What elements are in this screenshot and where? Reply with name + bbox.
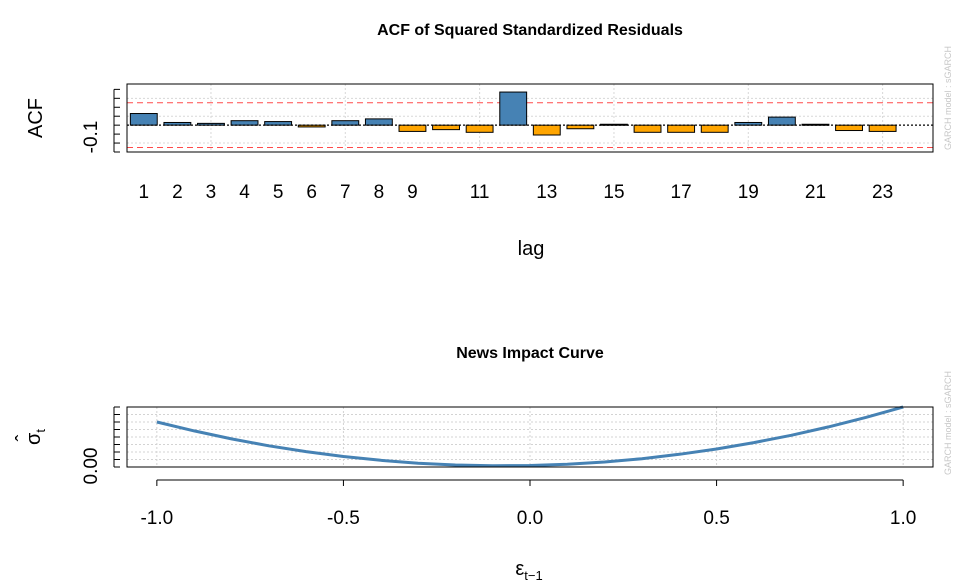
svg-text:σt: σt xyxy=(23,429,48,445)
nic-y-axis-label-hat: ˆ xyxy=(13,434,35,441)
acf-x-tick-label: 13 xyxy=(536,182,557,203)
nic-x-tick-labels: -1.0 -0.5 0.0 0.5 1.0 xyxy=(140,508,916,529)
acf-bar xyxy=(432,124,460,131)
acf-x-axis-label: lag xyxy=(518,238,545,260)
watermark-bottom: GARCH model : sGARCH xyxy=(943,371,953,475)
nic-y-axis-label-sub: t xyxy=(33,429,48,433)
acf-x-tick-label: 19 xyxy=(738,182,759,203)
acf-plot-frame xyxy=(126,83,934,153)
nic-y-axis xyxy=(113,406,120,468)
acf-bars xyxy=(127,91,933,136)
nic-x-tick-label: 0.0 xyxy=(517,508,543,529)
acf-bar xyxy=(364,118,393,126)
acf-bar xyxy=(532,124,561,136)
acf-x-tick-label: 3 xyxy=(206,182,217,203)
acf-x-tick-label: 11 xyxy=(470,182,490,203)
nic-plot-frame xyxy=(126,406,934,468)
nic-x-axis-label: εt−1 xyxy=(515,558,542,582)
acf-bar xyxy=(129,113,158,126)
acf-confidence-bounds xyxy=(127,102,933,149)
watermark-top: GARCH model : sGARCH xyxy=(943,46,953,150)
acf-x-tick-label: 8 xyxy=(374,182,385,203)
acf-x-tick-label: 15 xyxy=(603,182,624,203)
acf-bar xyxy=(700,124,729,133)
acf-x-tick-labels: 1 2 3 4 5 6 7 8 9 11 13 15 17 19 21 23 xyxy=(139,182,894,203)
acf-grid xyxy=(127,84,933,152)
nic-x-axis-label-sub: t−1 xyxy=(524,568,542,582)
nic-curve xyxy=(156,405,904,468)
acf-y-tick-label: -0.1 xyxy=(81,121,102,154)
acf-bar xyxy=(197,122,225,126)
acf-bar xyxy=(230,120,259,126)
acf-bar xyxy=(499,91,528,126)
acf-bar xyxy=(667,124,696,133)
nic-x-tick-label: 1.0 xyxy=(890,508,916,529)
acf-x-tick-label: 1 xyxy=(139,182,150,203)
nic-y-axis-label: σt ˆ xyxy=(13,429,48,445)
acf-bar xyxy=(398,124,427,132)
acf-x-tick-label: 5 xyxy=(273,182,284,203)
nic-x-tick-label: 0.5 xyxy=(703,508,729,529)
acf-x-tick-label: 9 xyxy=(407,182,418,203)
acf-x-tick-label: 4 xyxy=(239,182,250,203)
acf-bar xyxy=(163,121,192,126)
acf-x-tick-label: 23 xyxy=(872,182,893,203)
nic-x-tick-label: -1.0 xyxy=(140,508,173,529)
nic-x-axis xyxy=(156,479,904,486)
nic-title: News Impact Curve xyxy=(456,345,604,362)
acf-x-tick-label: 21 xyxy=(805,182,826,203)
acf-bar xyxy=(767,116,796,126)
acf-x-tick-label: 2 xyxy=(172,182,183,203)
acf-bar xyxy=(633,124,662,133)
acf-y-axis xyxy=(113,88,120,153)
acf-panel: ACF of Squared Standardized Residuals -0… xyxy=(25,22,934,260)
acf-bar xyxy=(264,121,293,126)
acf-x-tick-label: 17 xyxy=(671,182,692,203)
nic-panel: News Impact Curve 0.00 σt ˆ -1.0 -0.5 0.0 0… xyxy=(13,345,934,582)
nic-x-axis-label-main: ε xyxy=(515,558,524,580)
acf-bar xyxy=(465,124,494,133)
acf-x-tick-label: 7 xyxy=(340,182,351,203)
acf-bar xyxy=(868,124,897,132)
acf-x-tick-label: 6 xyxy=(306,182,317,203)
acf-title: ACF of Squared Standardized Residuals xyxy=(377,22,683,39)
nic-grid xyxy=(127,406,933,467)
acf-y-axis-label: ACF xyxy=(25,98,47,138)
nic-x-tick-label: -0.5 xyxy=(327,508,360,529)
acf-bar xyxy=(331,120,360,126)
nic-y-axis-label-main: σ xyxy=(23,432,45,445)
nic-y-tick-label: 0.00 xyxy=(81,448,102,485)
acf-bar xyxy=(835,124,863,132)
